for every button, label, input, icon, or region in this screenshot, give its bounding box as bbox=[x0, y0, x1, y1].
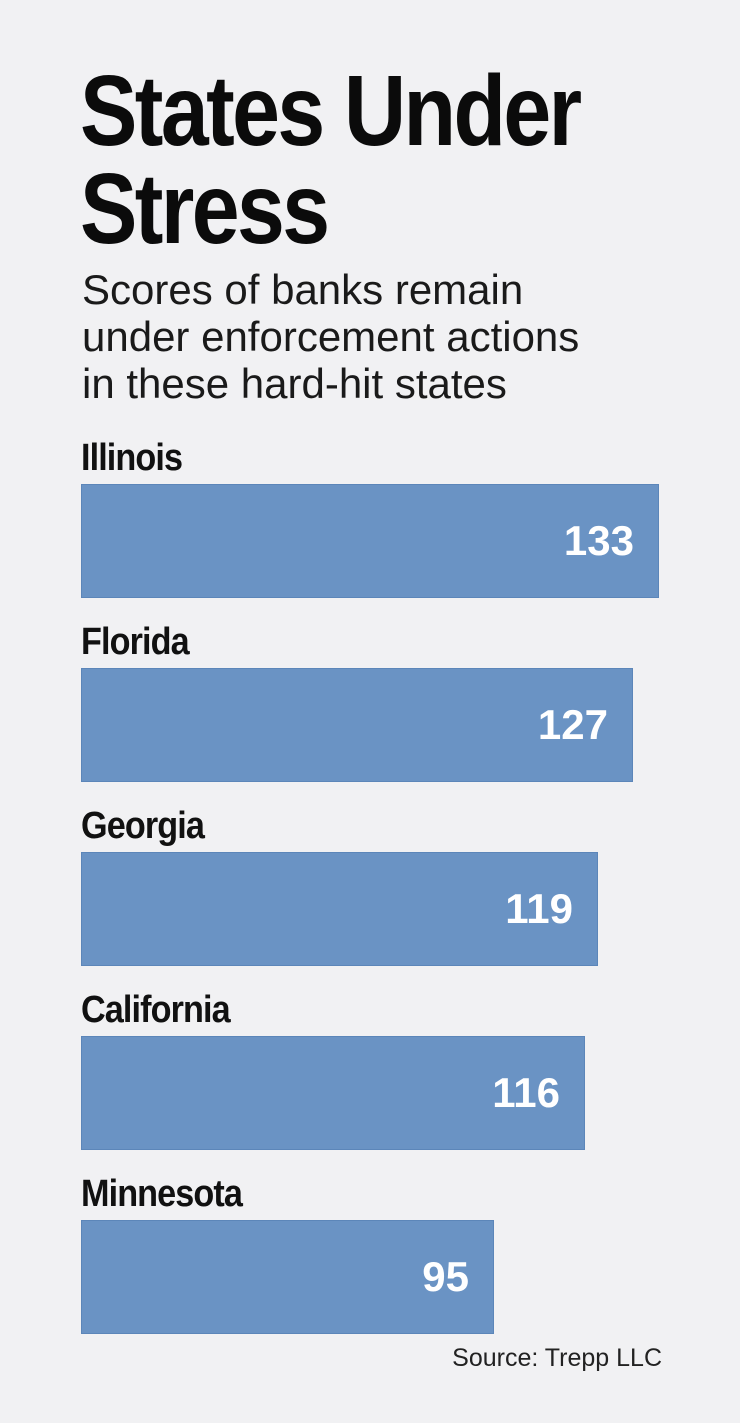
category-label: Florida bbox=[81, 621, 190, 663]
bar-value-label: 127 bbox=[537, 701, 608, 748]
bar-value-label: 116 bbox=[492, 1069, 560, 1116]
bar-value-label: 95 bbox=[422, 1253, 469, 1300]
category-label: Minnesota bbox=[81, 1173, 243, 1215]
bar: 119 bbox=[81, 852, 598, 966]
chart-title-line-2: Stress bbox=[80, 153, 330, 265]
bar: 116 bbox=[81, 1036, 585, 1150]
chart-subtitle: Scores of banks remain under enforcement… bbox=[82, 266, 682, 407]
bar: 127 bbox=[81, 668, 633, 782]
category-label: Georgia bbox=[81, 805, 205, 847]
chart-title: States Under Stress bbox=[80, 55, 630, 265]
bar: 133 bbox=[81, 484, 659, 598]
chart-subtitle-line-3: in these hard-hit states bbox=[82, 360, 507, 407]
chart-subtitle-line-1: Scores of banks remain bbox=[82, 266, 524, 313]
chart-subtitle-line-2: under enforcement actions bbox=[82, 313, 580, 360]
category-label: Illinois bbox=[81, 437, 183, 479]
bar-value-label: 133 bbox=[563, 517, 634, 564]
bar-value-label: 119 bbox=[505, 885, 573, 932]
source-note: Source: Trepp LLC bbox=[452, 1344, 662, 1372]
category-label: California bbox=[81, 989, 231, 1031]
bar: 95 bbox=[81, 1220, 494, 1334]
chart-title-line-1: States Under bbox=[80, 55, 582, 167]
